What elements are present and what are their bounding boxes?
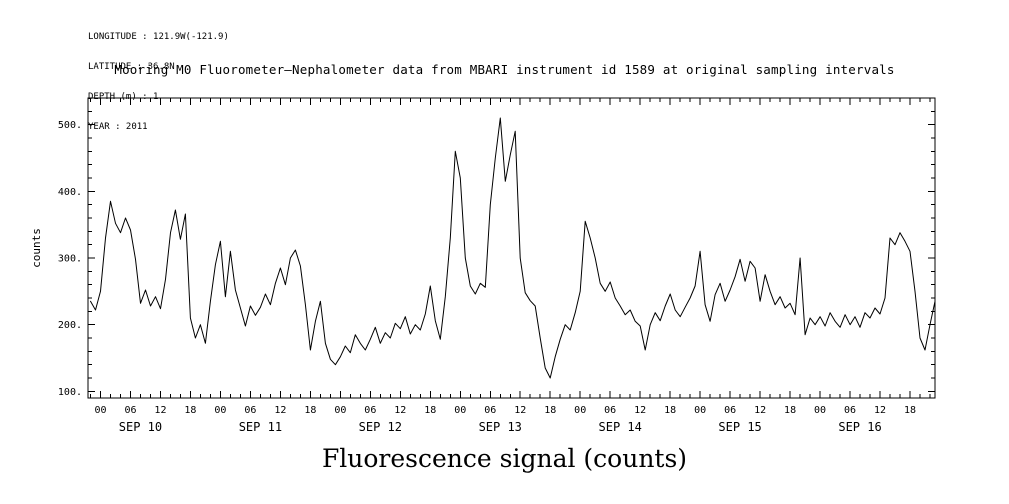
x-hour-label: 00: [694, 405, 706, 416]
x-hour-label: 06: [244, 405, 256, 416]
x-hour-label: 06: [124, 405, 136, 416]
y-tick-label: 200.: [58, 320, 82, 331]
x-day-label: SEP 14: [599, 420, 642, 434]
y-tick-label: 500.: [58, 120, 82, 131]
x-hour-label: 18: [424, 405, 436, 416]
y-tick-label: 400.: [58, 187, 82, 198]
y-tick-label: 300.: [58, 254, 82, 265]
x-day-label: SEP 15: [718, 420, 761, 434]
x-hour-label: 12: [514, 405, 526, 416]
x-day-label: SEP 10: [119, 420, 162, 434]
x-hour-label: 18: [784, 405, 796, 416]
x-hour-label: 12: [274, 405, 286, 416]
x-hour-label: 06: [724, 405, 736, 416]
y-axis-label: counts: [30, 228, 43, 268]
x-hour-label: 00: [454, 405, 466, 416]
x-day-label: SEP 12: [359, 420, 402, 434]
x-hour-label: 06: [364, 405, 376, 416]
x-hour-label: 18: [544, 405, 556, 416]
meta-year: YEAR : 2011: [88, 122, 148, 132]
x-hour-label: 06: [484, 405, 496, 416]
x-hour-label: 18: [184, 405, 196, 416]
fluorescence-series-line: [90, 117, 936, 379]
chart-title: Mooring M0 Fluorometer–Nephalometer data…: [114, 62, 895, 77]
x-hour-label: 00: [94, 405, 106, 416]
x-hour-label: 18: [304, 405, 316, 416]
x-hour-label: 00: [814, 405, 826, 416]
x-hour-label: 00: [334, 405, 346, 416]
x-hour-label: 12: [394, 405, 406, 416]
x-hour-label: 12: [874, 405, 886, 416]
meta-depth: DEPTH (m) : 1: [88, 92, 159, 102]
x-hour-label: 06: [844, 405, 856, 416]
meta-longitude: LONGITUDE : 121.9W(-121.9): [88, 32, 229, 42]
x-hour-label: 12: [634, 405, 646, 416]
y-tick-label: 100.: [58, 387, 82, 398]
x-hour-label: 18: [904, 405, 916, 416]
x-day-label: SEP 13: [479, 420, 522, 434]
x-day-label: SEP 16: [838, 420, 881, 434]
x-day-label: SEP 11: [239, 420, 282, 434]
x-hour-label: 12: [754, 405, 766, 416]
x-hour-label: 00: [574, 405, 586, 416]
x-hour-label: 06: [604, 405, 616, 416]
station-metadata: LONGITUDE : 121.9W(-121.9) LATITUDE : 36…: [88, 12, 229, 152]
x-hour-label: 18: [664, 405, 676, 416]
plot-frame: [87, 97, 936, 399]
meta-latitude: LATITUDE : 36.8N: [88, 62, 175, 72]
figure-caption: Fluorescence signal (counts): [321, 444, 688, 473]
x-hour-label: 12: [154, 405, 166, 416]
x-hour-label: 00: [214, 405, 226, 416]
